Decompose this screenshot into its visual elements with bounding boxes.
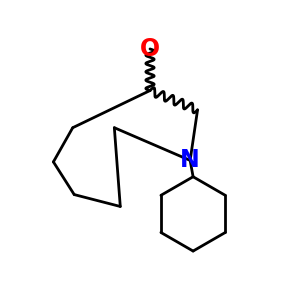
Text: O: O xyxy=(140,37,160,61)
Text: N: N xyxy=(180,148,200,172)
